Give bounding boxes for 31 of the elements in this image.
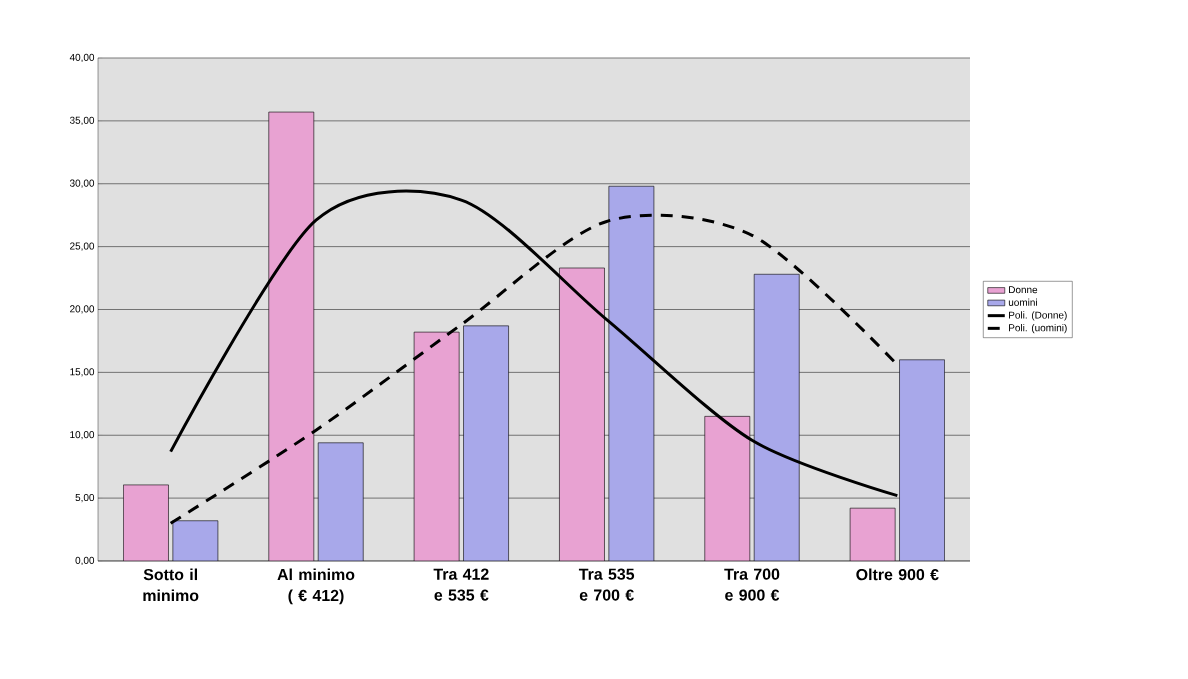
- legend-label: Donne: [1009, 286, 1038, 294]
- y-tick-label: 20,00: [70, 305, 95, 314]
- bar: [123, 484, 169, 561]
- bar: [608, 185, 655, 561]
- bar: [899, 359, 945, 561]
- y-tick-label: 35,00: [69, 116, 95, 125]
- bar: [559, 267, 605, 561]
- y-tick-label: 0,00: [75, 556, 95, 566]
- legend-label: Poli. (uomini): [1009, 323, 1067, 334]
- y-tick-label: 15,00: [70, 368, 95, 377]
- bar: [704, 416, 751, 561]
- x-tick-label: Tra 412 e 535 €: [433, 568, 489, 601]
- bar: [172, 520, 219, 561]
- legend-label: uomini: [1008, 298, 1037, 306]
- bar: [413, 331, 460, 561]
- x-tick-label: Oltre 900 €: [856, 568, 939, 581]
- x-tick-label: Tra 535 e 700 €: [578, 568, 635, 601]
- y-tick-label: 40,00: [69, 53, 95, 63]
- x-tick-label: Tra 700 e 900 €: [724, 568, 780, 601]
- bar: [317, 442, 364, 561]
- bar: [268, 111, 315, 561]
- x-tick-label: Sotto il minimo: [143, 568, 199, 602]
- y-tick-label: 30,00: [69, 179, 95, 188]
- legend-label: Poli. (Donne): [1009, 311, 1067, 321]
- y-tick-label: 25,00: [70, 242, 95, 251]
- bar: [463, 325, 509, 561]
- bar: [753, 273, 800, 561]
- x-tick-label: Al minimo ( € 412): [277, 568, 355, 605]
- bar: [849, 507, 896, 561]
- y-tick-label: 5,00: [75, 494, 95, 503]
- y-tick-label: 10,00: [70, 431, 95, 440]
